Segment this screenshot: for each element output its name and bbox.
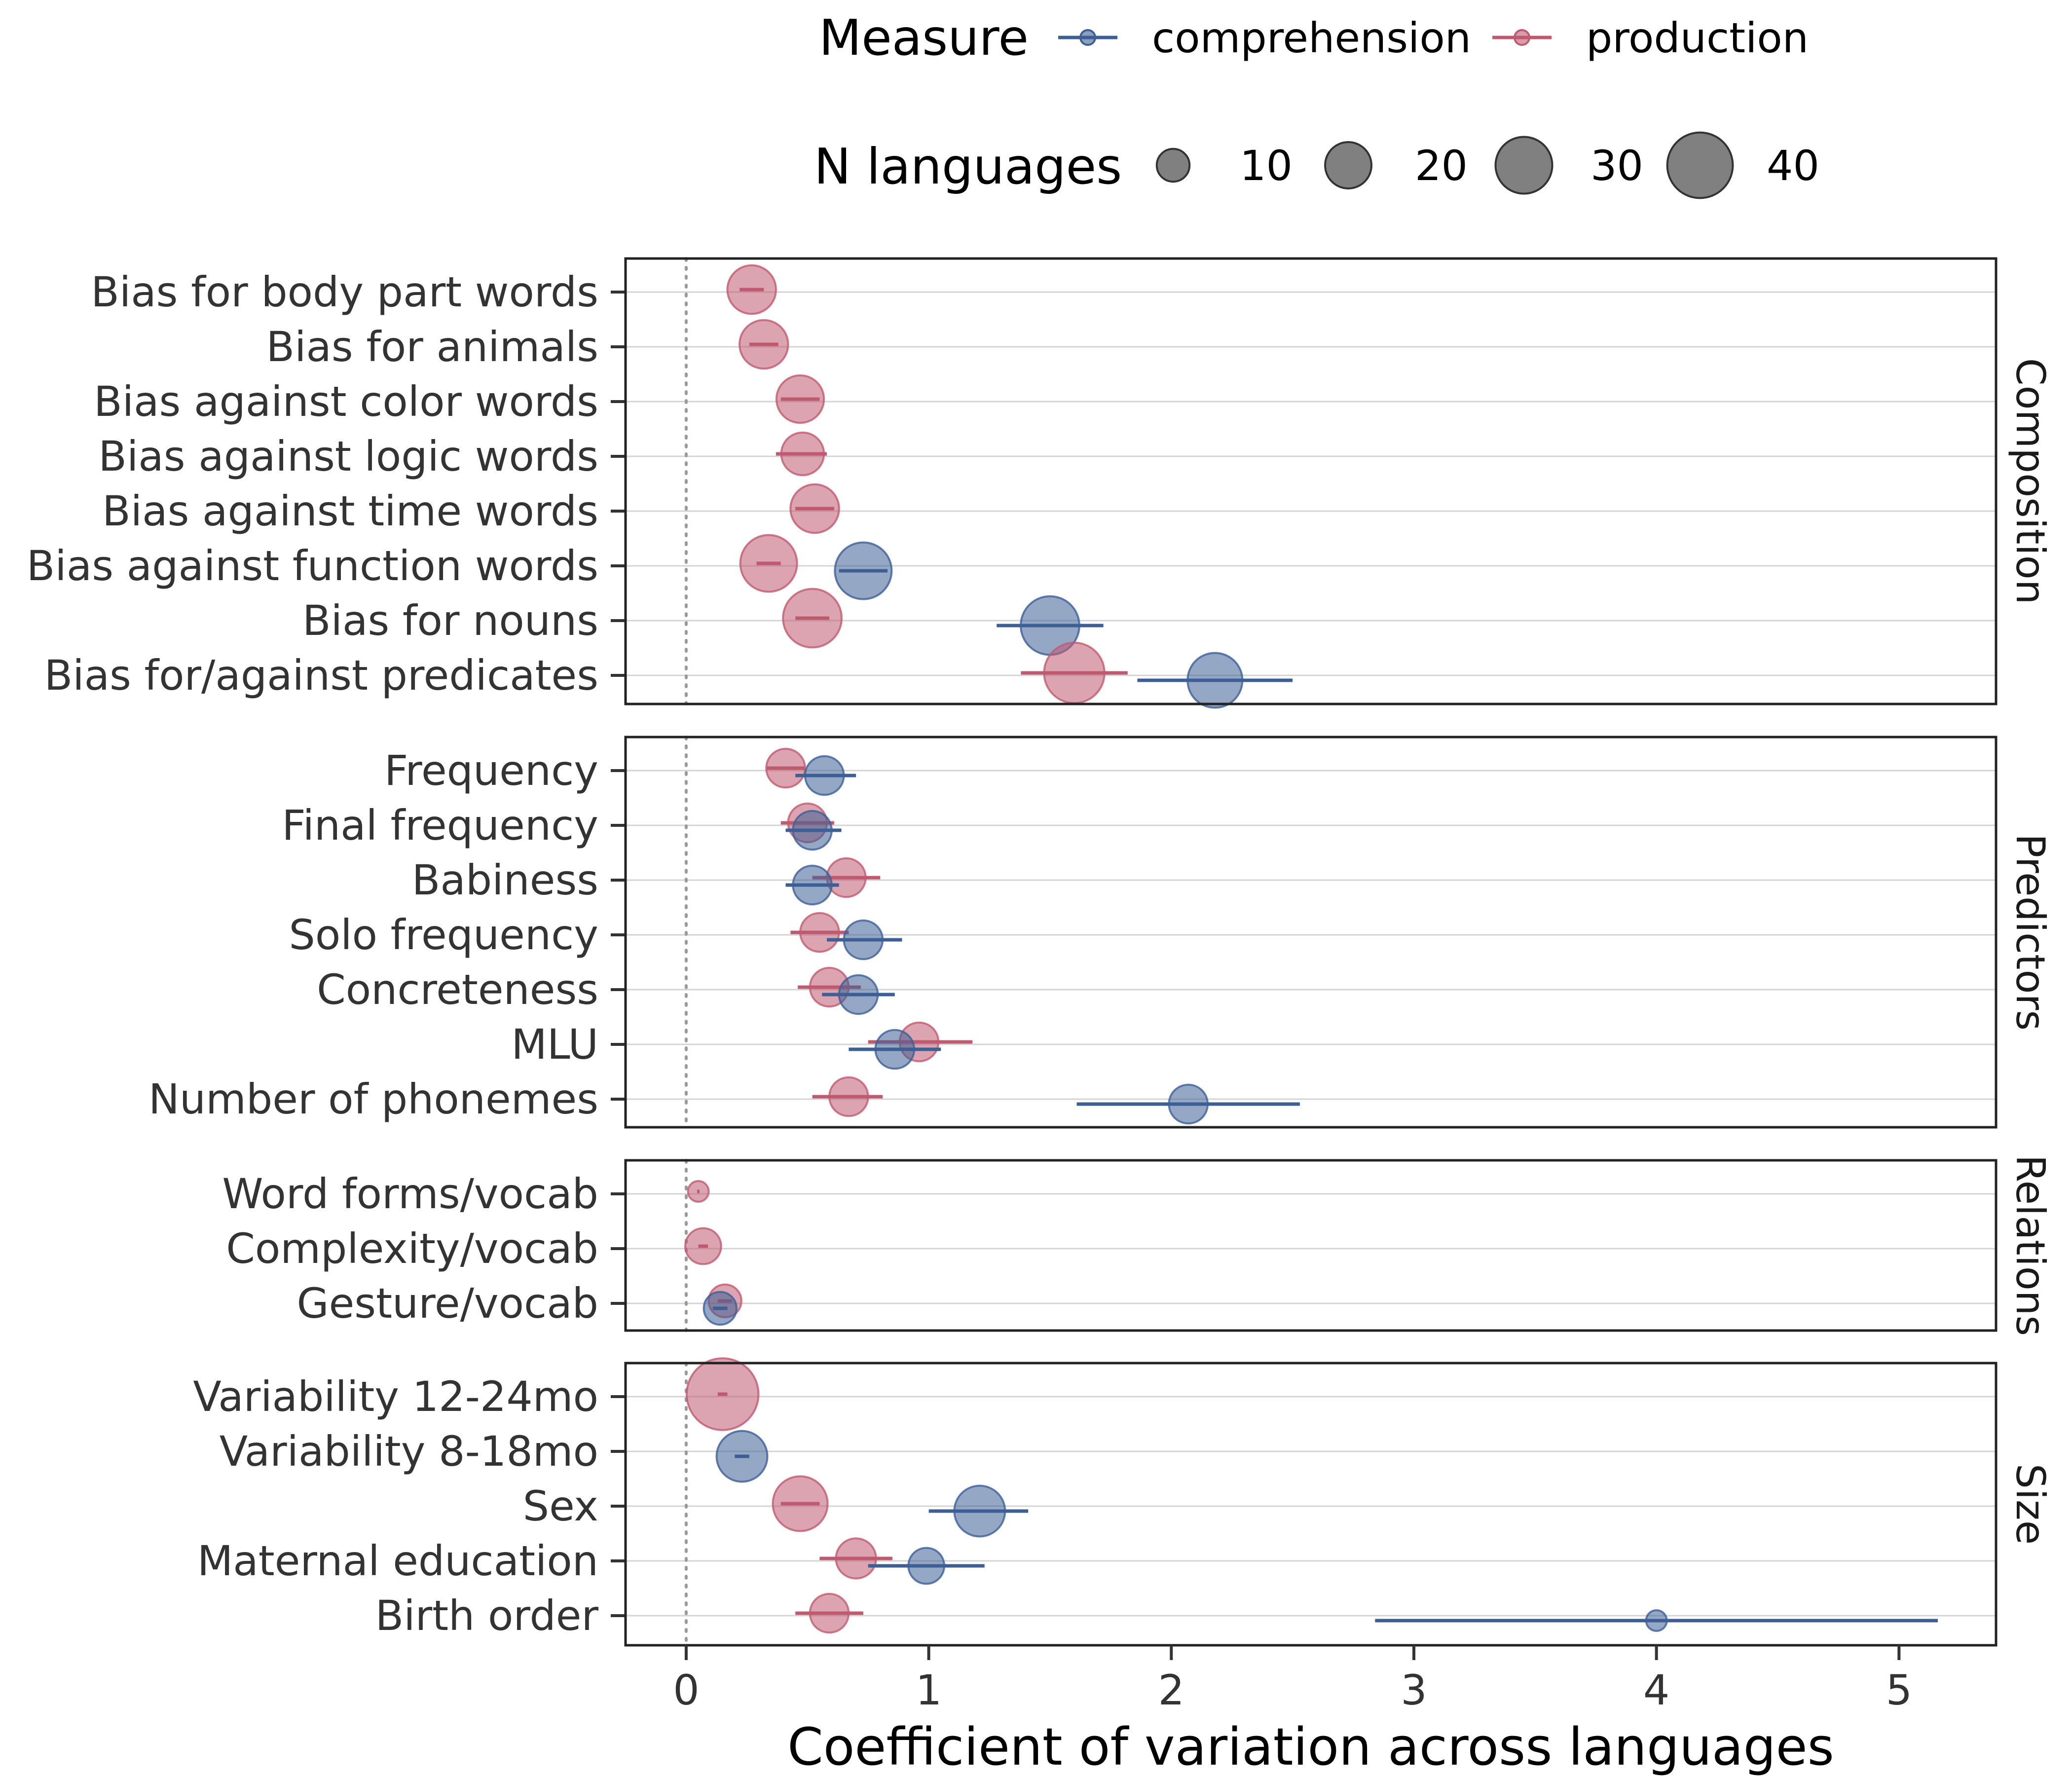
- y-tick-label-maternal-education: Maternal education: [197, 1537, 598, 1585]
- point-solo-frequency-comprehension: [843, 919, 884, 961]
- y-tick-label-babiness: Babiness: [412, 856, 598, 904]
- y-tick-label-complexity-vocab: Complexity/vocab: [226, 1224, 598, 1273]
- point-gesture-vocab-comprehension: [703, 1291, 738, 1326]
- legend-size-30-label: 30: [1591, 142, 1643, 190]
- point-concreteness-comprehension: [838, 974, 879, 1015]
- point-bias-for-against-predicates-production: [1043, 641, 1106, 704]
- y-tick-label-gesture-vocab: Gesture/vocab: [297, 1279, 598, 1328]
- point-maternal-education-comprehension: [907, 1547, 946, 1585]
- point-bias-for-nouns-production: [782, 588, 843, 649]
- point-mlu-comprehension: [874, 1029, 916, 1070]
- legend-measure-title: Measure: [819, 9, 1029, 67]
- point-babiness-comprehension: [792, 864, 833, 906]
- point-bias-against-logic-words-production: [780, 431, 825, 477]
- x-tick-label-4: 4: [1643, 1666, 1669, 1714]
- point-bias-against-time-words-production: [789, 483, 840, 534]
- point-frequency-comprehension: [804, 755, 845, 796]
- point-word-forms-vocab-production: [687, 1180, 710, 1203]
- point-babiness-production: [826, 857, 867, 898]
- y-tick-label-bias-for-against-predicates: Bias for/against predicates: [44, 651, 598, 700]
- y-tick-label-bias-for-nouns: Bias for nouns: [302, 596, 598, 645]
- point-final-frequency-comprehension: [792, 810, 833, 851]
- facet-label-size: Size: [2007, 1464, 2053, 1545]
- y-tick-label-bias-for-animals: Bias for animals: [266, 323, 598, 371]
- y-tick-label-number-of-phonemes: Number of phonemes: [148, 1075, 598, 1123]
- point-frequency-production: [765, 747, 806, 789]
- y-tick-label-solo-frequency: Solo frequency: [289, 911, 598, 959]
- point-sex-production: [772, 1475, 829, 1532]
- point-sex-comprehension: [953, 1484, 1006, 1538]
- legend-size-30-circle: [1494, 136, 1554, 195]
- y-tick-label-bias-against-color-words: Bias against color words: [94, 377, 598, 426]
- legend-size-10-circle: [1155, 148, 1191, 183]
- y-tick-label-frequency: Frequency: [384, 746, 598, 795]
- legend-size-20-label: 20: [1415, 142, 1468, 190]
- y-tick-label-word-forms-vocab: Word forms/vocab: [222, 1170, 598, 1218]
- panel-border-relations: [624, 1159, 1998, 1332]
- legend-production-key-dot: [1514, 29, 1530, 46]
- x-axis-title: Coefficient of variation across language…: [787, 1717, 1834, 1776]
- y-tick-label-bias-against-logic-words: Bias against logic words: [98, 432, 598, 481]
- legend-production-label: production: [1586, 14, 1809, 62]
- legend-comprehension-label: comprehension: [1152, 14, 1471, 62]
- panel-border-predictors: [624, 736, 1998, 1129]
- y-tick-label-sex: Sex: [523, 1482, 598, 1530]
- panel-border-size: [624, 1362, 1998, 1647]
- y-tick-label-bias-against-function-words: Bias against function words: [27, 542, 598, 590]
- legend-size-title: N languages: [814, 138, 1122, 195]
- y-tick-label-bias-for-body-part-words: Bias for body part words: [91, 268, 598, 316]
- point-solo-frequency-production: [799, 912, 840, 953]
- y-tick-label-birth-order: Birth order: [375, 1591, 599, 1640]
- facet-label-composition: Composition: [2007, 358, 2053, 605]
- point-bias-for-animals-production: [739, 319, 789, 370]
- point-bias-against-function-words-comprehension: [834, 541, 893, 600]
- point-birth-order-production: [809, 1592, 850, 1634]
- point-bias-against-function-words-production: [739, 534, 798, 593]
- point-birth-order-comprehension: [1645, 1609, 1668, 1632]
- y-tick-label-mlu: MLU: [511, 1020, 598, 1069]
- facet-label-predictors: Predictors: [2007, 834, 2053, 1031]
- y-tick-label-final-frequency: Final frequency: [282, 801, 598, 850]
- panel-border-composition: [624, 257, 1998, 705]
- point-bias-for-against-predicates-comprehension: [1186, 652, 1244, 709]
- y-tick-label-bias-against-time-words: Bias against time words: [102, 487, 598, 535]
- point-complexity-vocab-production: [684, 1227, 722, 1265]
- point-bias-against-color-words-production: [775, 374, 825, 424]
- legend-comprehension-key-dot: [1079, 29, 1096, 46]
- legend-size-10-label: 10: [1240, 142, 1293, 190]
- legend-size-40-label: 40: [1767, 142, 1819, 190]
- point-number-of-phonemes-production: [828, 1076, 869, 1117]
- point-bias-for-body-part-words-production: [726, 264, 777, 315]
- facet-label-relations: Relations: [2007, 1155, 2053, 1336]
- legend-size-20-circle: [1324, 141, 1372, 189]
- y-tick-label-concreteness: Concreteness: [317, 965, 598, 1014]
- x-tick-label-2: 2: [1158, 1666, 1184, 1714]
- point-variability-12-24mo-production: [685, 1357, 760, 1431]
- x-tick-label-3: 3: [1401, 1666, 1427, 1714]
- y-tick-label-variability-8-18mo: Variability 8-18mo: [220, 1427, 598, 1476]
- x-tick-label-0: 0: [673, 1666, 699, 1714]
- y-tick-label-variability-12-24mo: Variability 12-24mo: [193, 1372, 598, 1421]
- x-tick-label-1: 1: [916, 1666, 942, 1714]
- legend-size-40-circle: [1666, 131, 1734, 199]
- x-tick-label-5: 5: [1886, 1666, 1912, 1714]
- point-number-of-phonemes-comprehension: [1168, 1083, 1209, 1125]
- point-variability-8-18mo-comprehension: [715, 1430, 769, 1483]
- point-maternal-education-production: [835, 1537, 877, 1580]
